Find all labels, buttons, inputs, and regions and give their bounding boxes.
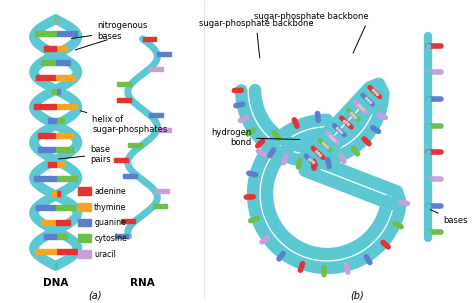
Text: RNA: RNA	[130, 278, 155, 288]
Bar	[118, 98, 131, 102]
Text: DNA: DNA	[43, 278, 68, 288]
Bar	[56, 191, 60, 196]
Bar	[56, 89, 60, 94]
Bar	[149, 113, 163, 117]
Text: uracil: uracil	[94, 250, 116, 259]
Text: helix of
sugar-phosphates: helix of sugar-phosphates	[80, 111, 167, 135]
Bar	[48, 162, 56, 167]
Bar	[78, 250, 91, 258]
Bar	[56, 133, 73, 138]
Text: hydrogen
bond: hydrogen bond	[211, 128, 300, 147]
Bar	[115, 234, 128, 238]
Text: (b): (b)	[350, 291, 364, 301]
Bar	[56, 220, 70, 225]
Bar	[123, 174, 137, 178]
Bar	[56, 31, 77, 36]
Bar	[44, 235, 56, 239]
Bar	[143, 37, 156, 41]
Bar	[78, 234, 91, 242]
Bar	[117, 82, 131, 86]
Text: cytosine: cytosine	[94, 234, 127, 243]
Bar	[38, 133, 56, 138]
Bar	[38, 147, 56, 152]
Bar	[56, 235, 67, 239]
Text: adenine: adenine	[94, 187, 126, 196]
Bar	[56, 46, 67, 51]
Text: thymine: thymine	[94, 203, 127, 212]
Bar	[35, 31, 56, 36]
Bar	[78, 203, 91, 211]
Text: base
pairs: base pairs	[58, 145, 111, 164]
Bar	[78, 187, 91, 195]
Text: (a): (a)	[89, 291, 102, 301]
Bar	[36, 75, 56, 80]
Bar	[48, 118, 56, 123]
Bar	[56, 104, 77, 109]
Bar	[114, 158, 128, 162]
Bar	[34, 104, 56, 109]
Bar	[56, 60, 70, 65]
Bar	[56, 176, 77, 181]
Bar	[56, 75, 75, 80]
Bar	[157, 52, 171, 56]
Bar	[121, 219, 135, 223]
Bar	[56, 162, 64, 167]
Bar	[52, 191, 56, 196]
Bar	[157, 128, 171, 132]
Bar	[155, 189, 169, 193]
Bar	[128, 143, 142, 147]
Bar	[36, 205, 56, 210]
Bar	[56, 118, 64, 123]
Bar	[78, 218, 91, 226]
Bar	[56, 205, 75, 210]
Bar	[41, 220, 56, 225]
Text: guanine: guanine	[94, 218, 126, 228]
Bar	[34, 176, 56, 181]
Bar	[41, 60, 56, 65]
Text: sugar-phosphate backbone: sugar-phosphate backbone	[199, 18, 313, 58]
Bar	[149, 67, 163, 71]
Bar	[56, 249, 77, 254]
Bar	[44, 46, 56, 51]
Bar	[154, 204, 167, 208]
Bar	[52, 89, 56, 94]
Text: nitrogenous
bases: nitrogenous bases	[71, 21, 147, 41]
Text: bases: bases	[430, 210, 468, 225]
Bar	[56, 147, 73, 152]
Bar	[35, 249, 56, 254]
Text: sugar-phosphate backbone: sugar-phosphate backbone	[254, 12, 369, 21]
